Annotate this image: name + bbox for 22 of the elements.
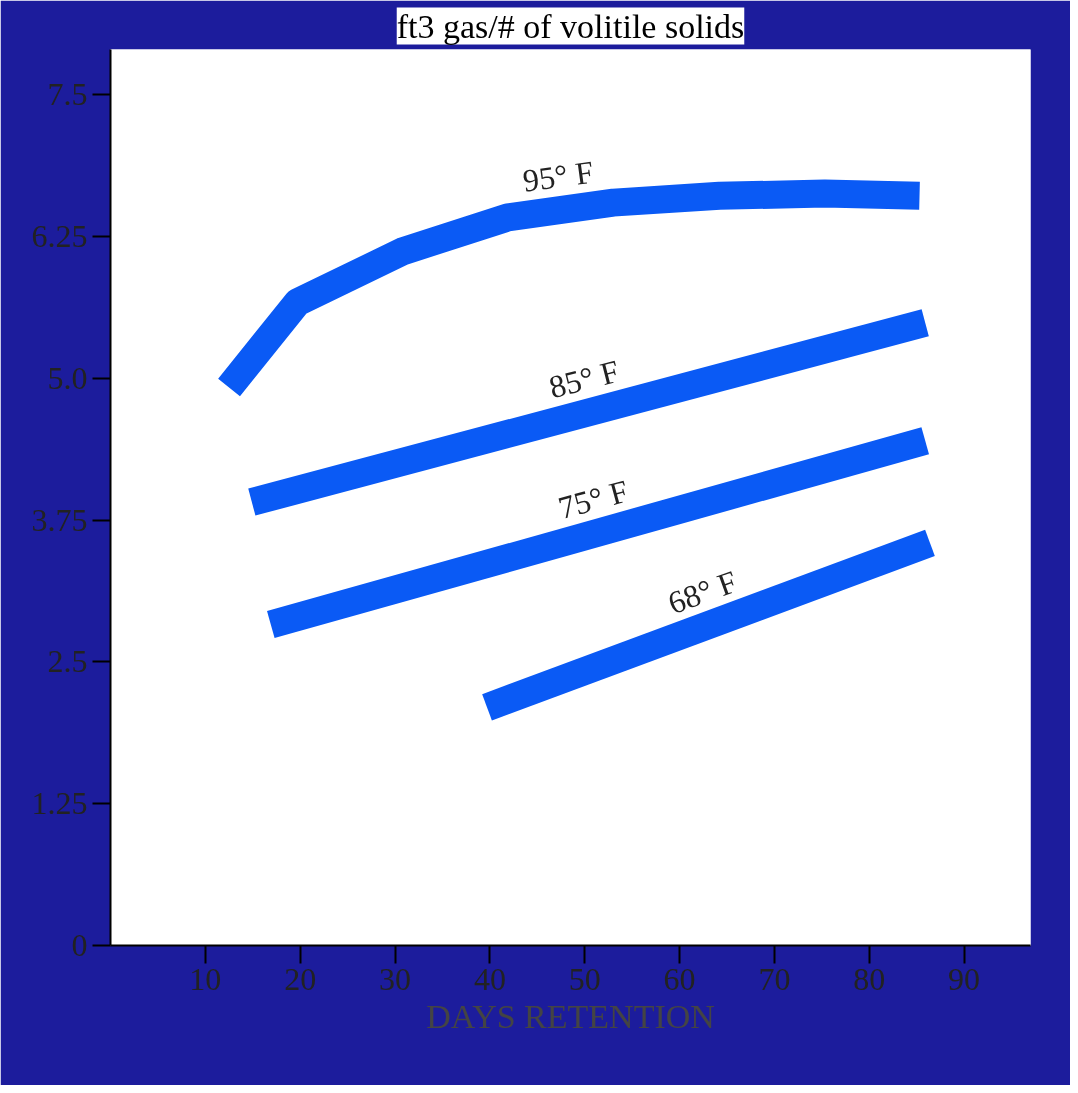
text: 68° F	[663, 563, 742, 621]
text: 95° F	[520, 153, 596, 199]
x-axis-title: DAYS RETENTION	[426, 997, 715, 1035]
x-tick-label: 40	[473, 960, 506, 997]
y-tick-label: 0	[71, 927, 88, 963]
x-tick-label: 70	[758, 960, 791, 997]
x-tick-label: 50	[568, 960, 601, 997]
y-tick-label: 6.25	[31, 218, 88, 255]
x-tick-label: 80	[853, 960, 886, 997]
y-tick-label: 5.0	[47, 359, 88, 396]
x-tick-label: 10	[189, 960, 222, 997]
y-tick-label: 2.5	[47, 643, 88, 680]
y-tick-label: 1.25	[31, 785, 88, 822]
text: 75° F	[554, 472, 633, 526]
y-tick-label: 7.5	[47, 76, 88, 113]
x-tick-label: 20	[284, 960, 317, 997]
chart-title: ft3 gas/# of volitile solids	[396, 7, 745, 45]
x-tick-label: 90	[948, 960, 981, 997]
text: 85° F	[545, 352, 623, 406]
y-tick-label: 3.75	[31, 501, 88, 538]
x-tick-label: 60	[663, 960, 696, 997]
x-tick-label: 30	[379, 960, 412, 997]
